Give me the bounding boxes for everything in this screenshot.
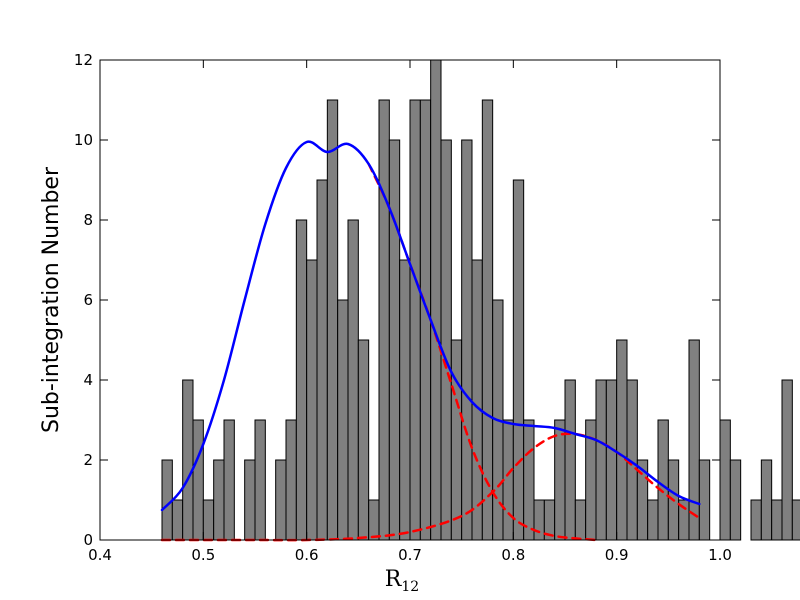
histogram-bar — [378, 99, 390, 541]
histogram-bar — [202, 499, 215, 541]
histogram-bar — [595, 379, 607, 541]
histogram-bar — [161, 459, 173, 541]
histogram-bar — [657, 419, 669, 541]
histogram-bar — [512, 179, 525, 541]
histogram-bar — [440, 139, 452, 541]
histogram-bar — [729, 459, 742, 541]
histogram-bar — [771, 499, 783, 541]
histogram-bar — [326, 99, 339, 541]
histogram-bar — [192, 419, 204, 541]
histogram-bar — [647, 499, 659, 541]
x-tick-label: 0.5 — [191, 546, 215, 564]
histogram-bar — [719, 419, 731, 541]
y-tick-label: 6 — [83, 291, 93, 309]
histogram-bar — [368, 499, 380, 541]
histogram-bar — [223, 419, 235, 541]
y-tick-label: 2 — [83, 451, 93, 469]
histogram-bar — [295, 219, 308, 541]
histogram-bar — [171, 499, 184, 541]
histogram-bar — [275, 459, 287, 541]
x-axis-label: R12 — [385, 567, 419, 595]
x-tick-label: 0.4 — [88, 546, 112, 564]
histogram-bar — [316, 179, 328, 541]
histogram-bar — [461, 139, 473, 541]
histogram-bar — [616, 339, 628, 541]
histogram-bar — [409, 99, 421, 541]
histogram-bar — [347, 219, 359, 541]
histogram-bar — [481, 99, 494, 541]
x-tick-label: 0.6 — [295, 546, 319, 564]
histogram-bar — [213, 459, 225, 541]
histogram-bar — [574, 499, 587, 541]
x-axis-label-main: R — [385, 567, 403, 592]
histogram-bar — [419, 99, 432, 541]
histogram-bar — [337, 299, 349, 541]
x-tick-label: 0.7 — [398, 546, 422, 564]
histogram-bar — [244, 459, 256, 541]
histogram-bar — [388, 139, 401, 541]
y-tick-label: 4 — [83, 371, 93, 389]
histogram-bar — [399, 259, 411, 541]
histogram-bar — [254, 419, 266, 541]
y-tick-label: 12 — [74, 51, 93, 69]
y-tick-label: 10 — [74, 131, 93, 149]
histogram-bar — [760, 459, 773, 541]
y-tick-label: 8 — [83, 211, 93, 229]
histogram-bar — [533, 499, 545, 541]
histogram-bar — [564, 379, 576, 541]
histogram-bar — [781, 379, 793, 541]
histogram-bar — [182, 379, 194, 541]
x-tick-label: 0.9 — [605, 546, 629, 564]
fit-curve-total — [160, 140, 701, 512]
histogram-bar — [285, 419, 297, 541]
histogram-bar — [357, 339, 370, 541]
histogram-bar — [688, 339, 700, 541]
histogram-bar — [471, 259, 483, 541]
histogram-bar — [523, 419, 535, 541]
x-tick-label: 0.8 — [501, 546, 525, 564]
histogram-bar — [430, 59, 442, 541]
x-tick-label: 1.0 — [708, 546, 732, 564]
ticks-layer: 0.4 0.5 0.6 0.7 0.8 0.9 1.0 0 2 4 6 8 10 12 — [74, 51, 732, 564]
y-tick-label: 0 — [83, 531, 93, 549]
histogram-bar — [306, 259, 318, 541]
histogram-bar — [554, 419, 566, 541]
histogram-bar — [450, 339, 463, 541]
histogram-bar — [698, 459, 711, 541]
x-axis-label-subscript: 12 — [401, 579, 419, 595]
histogram-bar — [605, 379, 618, 541]
y-axis-label: Sub-integration Number — [39, 166, 64, 433]
histogram-bar — [791, 499, 800, 541]
bars-layer — [161, 59, 800, 541]
histogram-bar — [750, 499, 762, 541]
